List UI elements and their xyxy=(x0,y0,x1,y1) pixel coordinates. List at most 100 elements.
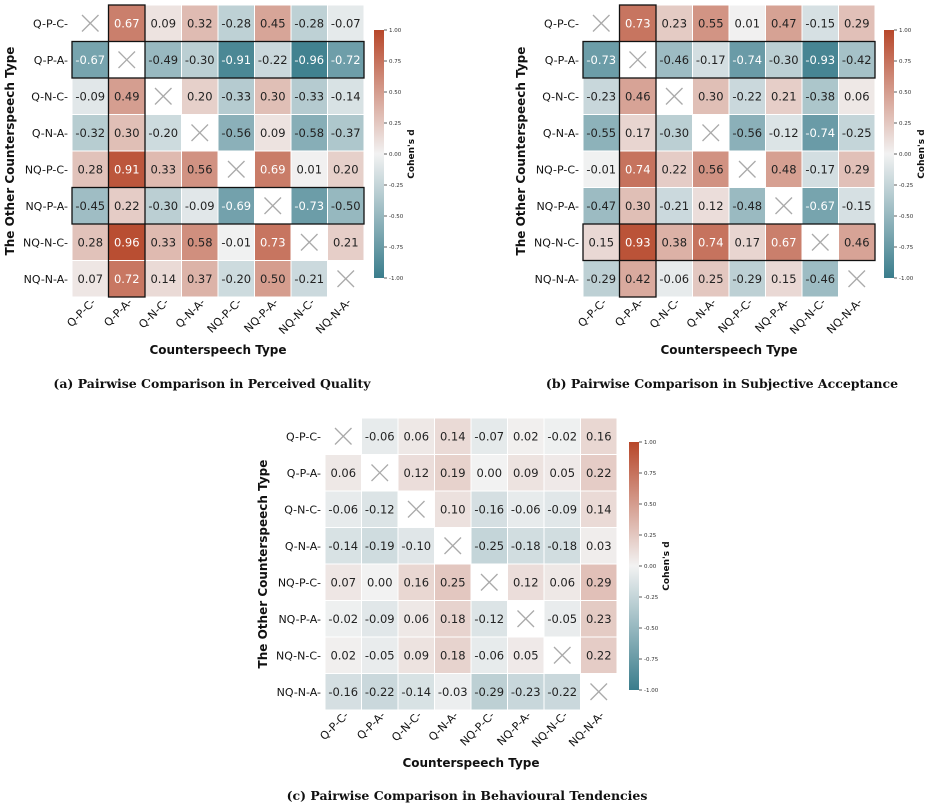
cell-value-label: -0.10 xyxy=(401,539,431,553)
diagonal-cross-mark xyxy=(702,124,720,142)
heatmap-cell xyxy=(144,187,182,225)
y-tick-label: Q-P-C- xyxy=(33,17,68,30)
cell-value-label: -0.06 xyxy=(328,502,358,516)
colorbar-tick-label: 0.00 xyxy=(644,564,657,570)
colorbar-tick-label: 0.75 xyxy=(389,59,402,65)
heatmap-cell xyxy=(580,563,618,601)
heatmap-cell xyxy=(582,223,620,261)
diagonal-cross-mark xyxy=(334,427,352,445)
heatmap-cell xyxy=(582,150,620,188)
colorbar-tick-label: -0.25 xyxy=(644,595,659,601)
cell-value-label: -0.06 xyxy=(474,648,504,662)
cell-value-label: 0.14 xyxy=(440,429,466,443)
cell-value-label: 0.06 xyxy=(330,466,356,480)
cell-value-label: -0.49 xyxy=(148,53,178,67)
cell-value-label: 0.37 xyxy=(187,272,213,286)
heatmap-cell xyxy=(580,636,618,674)
colorbar-tick-label: 0.25 xyxy=(644,533,657,539)
cell-value-label: 0.05 xyxy=(549,466,575,480)
cell-value-label: -0.74 xyxy=(732,53,762,67)
colorbar-tick-label: 1.00 xyxy=(644,440,657,446)
cell-value-label: -0.91 xyxy=(221,53,251,67)
cell-value-label: -0.33 xyxy=(294,89,324,103)
cell-value-label: 0.22 xyxy=(586,648,612,662)
cell-value-label: -0.37 xyxy=(331,126,361,140)
diagonal-cross-mark xyxy=(81,14,99,32)
heatmap-cell xyxy=(361,673,399,711)
heatmap-cell xyxy=(765,41,803,79)
x-tick-label: NQ-N-A- xyxy=(824,296,865,337)
heatmap-cell xyxy=(580,454,618,492)
cell-value-label: 0.15 xyxy=(588,235,614,249)
cell-value-label: -0.30 xyxy=(148,199,178,213)
cell-value-label: 0.09 xyxy=(513,466,539,480)
heatmap-cell xyxy=(254,150,292,188)
cell-value-label: 0.56 xyxy=(187,162,213,176)
heatmap-cell xyxy=(108,4,146,42)
y-tick-label: Q-P-C- xyxy=(544,17,579,30)
caption-panel-a: (a) Pairwise Comparison in Perceived Qua… xyxy=(53,376,371,391)
cell-value-label: 0.07 xyxy=(77,272,103,286)
heatmap-cell xyxy=(470,417,508,455)
cell-value-label: -0.21 xyxy=(294,272,324,286)
diagonal-cross-mark xyxy=(444,537,462,555)
heatmap-cell xyxy=(619,223,657,261)
heatmap-cell xyxy=(582,77,620,115)
cell-value-label: 0.00 xyxy=(367,575,393,589)
cell-value-label: 0.21 xyxy=(333,235,359,249)
heatmap-cell xyxy=(507,636,545,674)
cell-value-label: -0.69 xyxy=(221,199,251,213)
x-tick-label: Q-P-C- xyxy=(317,709,351,743)
cell-value-label: -0.30 xyxy=(769,53,799,67)
heatmap-cell xyxy=(327,150,365,188)
diagonal-cross-mark xyxy=(191,124,209,142)
heatmap-cell xyxy=(728,4,766,42)
cell-value-label: -0.05 xyxy=(547,612,577,626)
x-tick-label: NQ-P-A- xyxy=(242,296,281,335)
heatmap-cell xyxy=(580,417,618,455)
heatmap-cell xyxy=(290,150,328,188)
x-tick-label: Q-N-A- xyxy=(173,296,208,331)
diagonal-cross-mark xyxy=(480,573,498,591)
cell-value-label: 0.33 xyxy=(150,162,176,176)
cell-value-label: 0.30 xyxy=(114,126,140,140)
colorbar-tick-label: 1.00 xyxy=(899,28,912,34)
colorbar-tick-label: 0.00 xyxy=(899,152,912,158)
y-tick-label: Q-N-A- xyxy=(543,127,579,140)
cell-value-label: -0.25 xyxy=(474,539,504,553)
x-tick-label: Q-P-A- xyxy=(101,296,134,329)
cell-value-label: 0.23 xyxy=(586,612,612,626)
cell-value-label: 0.05 xyxy=(513,648,539,662)
cell-value-label: -0.73 xyxy=(294,199,324,213)
cell-value-label: 0.20 xyxy=(187,89,213,103)
cell-value-label: 0.25 xyxy=(698,272,724,286)
cell-value-label: -0.03 xyxy=(438,685,468,699)
cell-value-label: 0.16 xyxy=(586,429,612,443)
cell-value-label: -0.45 xyxy=(75,199,105,213)
colorbar-tick-label: 0.50 xyxy=(644,502,657,508)
y-tick-label: Q-P-A- xyxy=(545,54,579,67)
cell-value-label: -0.09 xyxy=(75,89,105,103)
y-axis-label: The Other Counterspeech Type xyxy=(256,460,270,669)
cell-value-label: -0.93 xyxy=(805,53,835,67)
heatmap-cell xyxy=(434,490,472,528)
heatmap-cell xyxy=(108,150,146,188)
colorbar-tick-label: -0.75 xyxy=(899,245,914,251)
heatmap-cell xyxy=(361,563,399,601)
cell-value-label: 0.14 xyxy=(586,502,612,516)
heatmap-panel-c: -0.06 0.06 0.14 -0.07 0.02 -0.02 0.16 0.06 0.12 0… xyxy=(256,417,672,770)
heatmap-cell xyxy=(144,41,182,79)
heatmap-cell xyxy=(290,77,328,115)
heatmap-cell xyxy=(470,600,508,638)
x-tick-label: NQ-P-A- xyxy=(753,296,792,335)
cell-value-label: -0.14 xyxy=(401,685,431,699)
cell-value-label: -0.16 xyxy=(474,502,504,516)
cell-value-label: -0.15 xyxy=(842,199,872,213)
heatmap-cell xyxy=(181,4,219,42)
diagonal-cross-mark xyxy=(811,233,829,251)
cell-value-label: 0.47 xyxy=(771,16,797,30)
cell-value-label: 0.19 xyxy=(440,466,466,480)
heatmap-cell xyxy=(801,187,839,225)
x-tick-label: Q-N-C- xyxy=(389,709,424,744)
cell-value-label: 0.01 xyxy=(734,16,760,30)
